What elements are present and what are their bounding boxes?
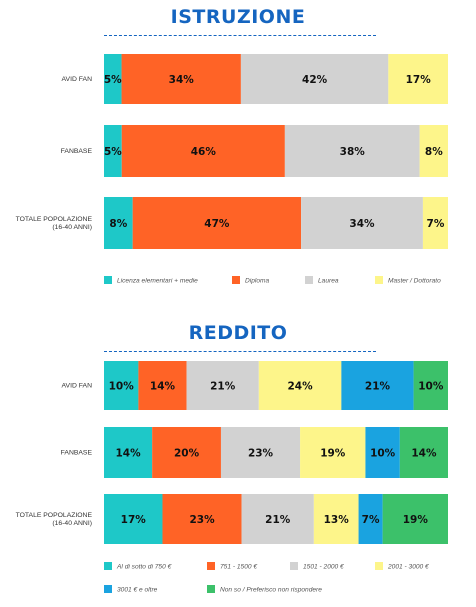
- istruzione-bar-row1-seg3: [419, 125, 448, 177]
- istruzione-value-label-row1-seg0: 5%: [104, 146, 122, 158]
- reddito-value-label-row0-seg0: 10%: [109, 381, 135, 393]
- reddito-bar-row1-seg2: [220, 427, 301, 478]
- istruzione-legend-label-0: Licenza elementari + medie: [117, 278, 198, 285]
- reddito-bar-row2-seg1: [162, 494, 242, 544]
- istruzione-title-underline: [104, 35, 376, 36]
- istruzione-bar-row1-seg2: [284, 125, 420, 177]
- reddito-bar-row0-seg5: [413, 361, 448, 410]
- reddito-category-label-row2-line1: (16-40 ANNI): [52, 520, 92, 527]
- reddito-bar-row1-seg1: [152, 427, 221, 478]
- istruzione-category-label-row0-line0: AVID FAN: [62, 76, 93, 83]
- reddito-bar-row2-seg5: [382, 494, 448, 544]
- istruzione-legend-swatch-3: [375, 276, 383, 284]
- istruzione-legend-label-1: Diploma: [245, 278, 270, 285]
- reddito-value-label-row1-seg0: 14%: [116, 448, 142, 460]
- reddito-value-label-row1-seg5: 14%: [411, 448, 437, 460]
- reddito-legend-label-2: 1501 - 2000 €: [303, 564, 344, 571]
- reddito-bar-row0-seg4: [341, 361, 414, 410]
- reddito-bar-row1-seg0: [104, 427, 153, 478]
- reddito-legend-swatch-1: [207, 562, 215, 570]
- reddito-title: REDDITO: [188, 322, 288, 344]
- reddito-legend-label-4: 3001 € e oltre: [117, 587, 158, 594]
- reddito-value-label-row2-seg1: 23%: [189, 514, 215, 526]
- reddito-title-underline: [104, 351, 376, 352]
- istruzione-legend-label-2: Laurea: [318, 278, 339, 285]
- reddito-category-label-row1-line0: FANBASE: [61, 450, 93, 457]
- istruzione-bar-row2-seg2: [301, 197, 423, 249]
- istruzione-legend-swatch-0: [104, 276, 112, 284]
- istruzione-bar-row0-seg2: [240, 54, 389, 104]
- reddito-legend-swatch-0: [104, 562, 112, 570]
- reddito-value-label-row2-seg5: 19%: [403, 514, 429, 526]
- reddito-bar-row0-seg2: [186, 361, 259, 410]
- reddito-legend-label-5: Non so / Preferisco non rispondere: [220, 587, 322, 594]
- reddito-value-label-row1-seg2: 23%: [248, 448, 274, 460]
- reddito-bar-row0-seg3: [258, 361, 342, 410]
- istruzione-bar-row1-seg1: [121, 125, 285, 177]
- istruzione-legend-swatch-1: [232, 276, 240, 284]
- reddito-value-label-row1-seg3: 19%: [320, 448, 346, 460]
- istruzione-bar-row0-seg1: [121, 54, 241, 104]
- istruzione-value-label-row0-seg3: 17%: [406, 74, 432, 86]
- reddito-bar-row2-seg0: [104, 494, 163, 544]
- istruzione-value-label-row2-seg3: 7%: [427, 218, 445, 230]
- reddito-value-label-row0-seg4: 21%: [365, 381, 391, 393]
- istruzione-value-label-row0-seg2: 42%: [302, 74, 328, 86]
- istruzione-bar-row0-seg0: [104, 54, 122, 104]
- reddito-bar-row2-seg2: [241, 494, 314, 544]
- istruzione-value-label-row2-seg0: 8%: [109, 218, 127, 230]
- istruzione-value-label-row1-seg3: 8%: [425, 146, 443, 158]
- reddito-value-label-row2-seg4: 7%: [362, 514, 380, 526]
- istruzione-value-label-row1-seg1: 46%: [191, 146, 217, 158]
- reddito-value-label-row0-seg3: 24%: [288, 381, 314, 393]
- reddito-value-label-row2-seg0: 17%: [121, 514, 147, 526]
- istruzione-bar-row2-seg3: [422, 197, 448, 249]
- istruzione-value-label-row2-seg2: 34%: [349, 218, 375, 230]
- reddito-legend-label-3: 2001 - 3000 €: [387, 564, 429, 571]
- reddito-legend-swatch-5: [207, 585, 215, 593]
- reddito-bar-row1-seg3: [300, 427, 366, 478]
- istruzione-category-label-row2-line1: (16-40 ANNI): [52, 224, 92, 231]
- istruzione-value-label-row1-seg2: 38%: [340, 146, 366, 158]
- reddito-value-label-row0-seg2: 21%: [210, 381, 236, 393]
- reddito-bar-row0-seg0: [104, 361, 139, 410]
- reddito-category-label-row0-line0: AVID FAN: [62, 383, 93, 390]
- istruzione-title: ISTRUZIONE: [170, 6, 306, 28]
- reddito-value-label-row0-seg1: 14%: [150, 381, 176, 393]
- reddito-value-label-row1-seg4: 10%: [370, 448, 396, 460]
- reddito-bar-row1-seg5: [399, 427, 448, 478]
- reddito-legend-swatch-2: [290, 562, 298, 570]
- reddito-value-label-row2-seg2: 21%: [265, 514, 291, 526]
- istruzione-value-label-row0-seg1: 34%: [169, 74, 195, 86]
- reddito-value-label-row2-seg3: 13%: [324, 514, 350, 526]
- istruzione-value-label-row0-seg0: 5%: [104, 74, 122, 86]
- istruzione-bar-row1-seg0: [104, 125, 122, 177]
- reddito-legend-label-0: Al di sotto di 750 €: [116, 564, 172, 571]
- reddito-bar-row1-seg4: [365, 427, 400, 478]
- reddito-value-label-row0-seg5: 10%: [418, 381, 444, 393]
- istruzione-bar-row2-seg0: [104, 197, 133, 249]
- istruzione-value-label-row2-seg1: 47%: [204, 218, 230, 230]
- reddito-legend-swatch-4: [104, 585, 112, 593]
- reddito-bar-row0-seg1: [138, 361, 187, 410]
- istruzione-legend-label-3: Master / Dottorato: [388, 278, 441, 285]
- istruzione-category-label-row2-line0: TOTALE POPOLAZIONE: [16, 216, 93, 223]
- reddito-legend-swatch-3: [375, 562, 383, 570]
- reddito-value-label-row1-seg1: 20%: [174, 448, 200, 460]
- reddito-legend-label-1: 751 - 1500 €: [220, 564, 257, 571]
- istruzione-legend-swatch-2: [305, 276, 313, 284]
- istruzione-bar-row0-seg3: [388, 54, 448, 104]
- reddito-category-label-row2-line0: TOTALE POPOLAZIONE: [16, 512, 93, 519]
- istruzione-bar-row2-seg1: [132, 197, 302, 249]
- reddito-bar-row2-seg4: [358, 494, 383, 544]
- istruzione-category-label-row1-line0: FANBASE: [61, 148, 93, 155]
- reddito-bar-row2-seg3: [313, 494, 359, 544]
